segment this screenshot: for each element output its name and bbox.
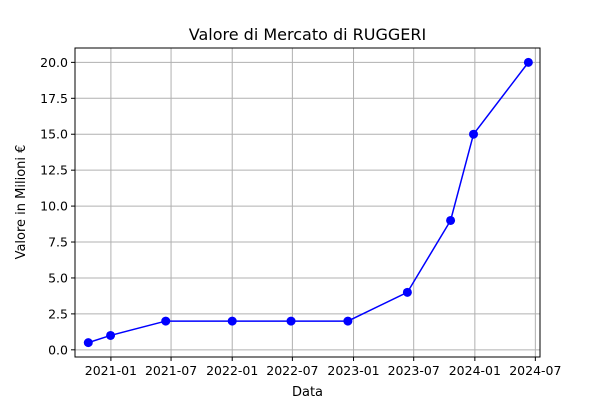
series-layer: [83, 57, 533, 348]
x-tick-label: 2021-01: [85, 363, 137, 378]
x-tick-label: 2023-07: [388, 363, 440, 378]
chart-title: Valore di Mercato di RUGGERI: [189, 25, 426, 44]
ticks-layer: 2021-01 2021-07 2022-01 2022-07 2023-01 2023-…: [40, 55, 561, 378]
data-point: [106, 330, 116, 340]
data-point: [446, 215, 456, 225]
x-tick-label: 2024-07: [509, 363, 561, 378]
data-point: [286, 316, 296, 326]
x-tick-label: 2022-01: [206, 363, 258, 378]
y-tick-label: 12.5: [40, 163, 68, 178]
y-tick-label: 20.0: [40, 55, 68, 70]
data-point: [227, 316, 237, 326]
y-tick-label: 7.5: [48, 235, 68, 250]
x-tick-label: 2024-01: [449, 363, 501, 378]
y-tick-label: 5.0: [48, 270, 68, 285]
y-tick-label: 15.0: [40, 127, 68, 142]
plot-area-frame: [74, 47, 541, 358]
series-line: [88, 61, 529, 344]
data-point: [402, 287, 412, 297]
x-tick-label: 2022-07: [266, 363, 318, 378]
data-point: [161, 316, 171, 326]
y-axis-label: Valore in Milioni €: [14, 145, 29, 260]
x-tick-label: 2021-07: [145, 363, 197, 378]
y-tick-label: 10.0: [40, 199, 68, 214]
x-tick-label: 2023-01: [327, 363, 379, 378]
y-tick-label: 17.5: [40, 91, 68, 106]
data-point: [469, 129, 479, 139]
grid-layer: [75, 48, 540, 357]
data-point: [343, 316, 353, 326]
data-point: [523, 57, 533, 67]
y-tick-label: 2.5: [48, 306, 68, 321]
data-point: [83, 338, 93, 348]
x-axis-label: Data: [292, 385, 323, 400]
y-tick-label: 0.0: [48, 342, 68, 357]
